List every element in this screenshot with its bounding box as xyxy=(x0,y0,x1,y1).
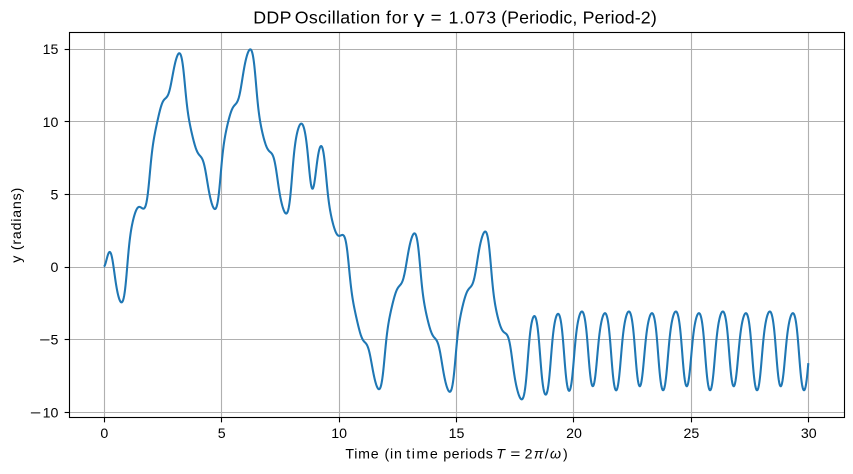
svg-text:−5: −5 xyxy=(39,333,58,349)
svg-text:y (radians): y (radians) xyxy=(9,187,25,263)
svg-text:20: 20 xyxy=(566,426,582,442)
svg-text:0: 0 xyxy=(51,260,59,276)
svg-text:10: 10 xyxy=(331,426,347,442)
svg-text:15: 15 xyxy=(43,42,59,58)
svg-text:0: 0 xyxy=(100,426,108,442)
svg-text:5: 5 xyxy=(51,187,59,203)
svg-text:5: 5 xyxy=(218,426,226,442)
svg-text:−10: −10 xyxy=(30,405,58,421)
svg-text:25: 25 xyxy=(683,426,699,442)
svg-text:10: 10 xyxy=(43,115,59,131)
svg-text:30: 30 xyxy=(801,426,817,442)
svg-text:15: 15 xyxy=(449,426,465,442)
